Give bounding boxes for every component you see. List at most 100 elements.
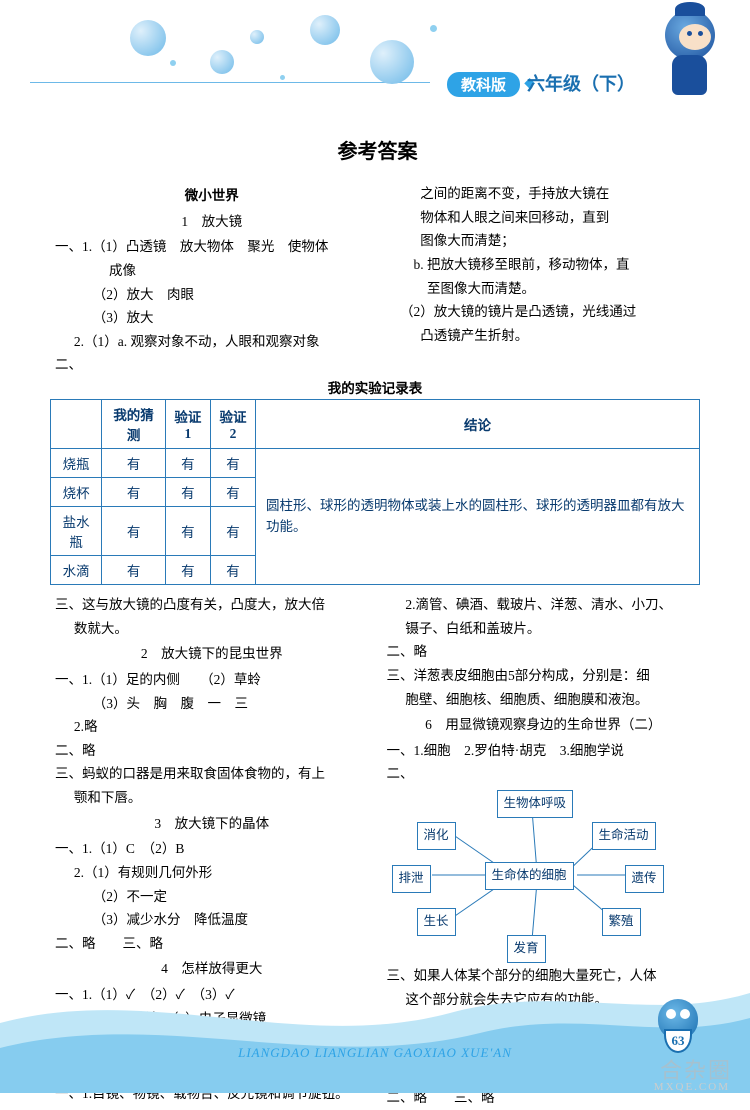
- diagram-node: 生长: [417, 908, 456, 936]
- answer-line: 镊子、白纸和盖玻片。: [387, 617, 701, 641]
- table-header: [51, 400, 102, 449]
- answer-line: 一、1.（1）✓ （2）✓ （3）✓: [55, 983, 369, 1007]
- lower-main: 三、这与放大镜的凸度有关，凸度大，放大倍 数就大。 2 放大镜下的昆虫世界 一、…: [0, 591, 750, 1110]
- bubble-icon: [370, 40, 414, 84]
- topic-heading: 1 放大镜: [55, 210, 369, 234]
- table-header: 验证1: [165, 400, 210, 449]
- dot-icon: [430, 25, 437, 32]
- table-header: 结论: [256, 400, 700, 449]
- table-header: 我的猜测: [102, 400, 166, 449]
- bubble-icon: [310, 15, 340, 45]
- experiment-table: 我的猜测 验证1 验证2 结论 烧瓶 有 有 有 圆柱形、球形的透明物体或装上水…: [50, 399, 700, 585]
- table-cell: 有: [210, 449, 255, 478]
- diagram-node: 发育: [507, 935, 546, 963]
- answer-line: 2.（1）a. 观察对象不动，人眼和观察对象: [55, 330, 369, 354]
- answer-line: （3）头 胸 腹 一 三: [55, 692, 369, 716]
- table-caption: 我的实验记录表: [50, 377, 700, 397]
- topic-heading: 7 用显微镜观察身边的生命世界（三）: [387, 1013, 701, 1037]
- table-cell: 有: [165, 449, 210, 478]
- diagram-node: 排泄: [392, 865, 431, 893]
- table-cell: 有: [210, 556, 255, 585]
- right-column-lower: 2.滴管、碘酒、载玻片、洋葱、清水、小刀、 镊子、白纸和盖玻片。 二、略 三、洋…: [387, 593, 701, 1110]
- diagram-node: 繁殖: [602, 908, 641, 936]
- answer-line: 一、1.（1）足的内侧 （2）草蛉: [55, 668, 369, 692]
- answer-line: （3）减少水分 降低温度: [55, 908, 369, 932]
- answer-line: 一、1.细胞 2.罗伯特·胡克 3.细胞学说: [387, 739, 701, 763]
- answer-line: （3）放大: [55, 306, 369, 330]
- volume-text: （下）: [581, 74, 635, 94]
- answer-line: 成像: [55, 259, 369, 283]
- table-cell: 水滴: [51, 556, 102, 585]
- answer-line: 二、略 三、略: [55, 932, 369, 956]
- answer-line: 2.略: [55, 715, 369, 739]
- table-cell: 有: [165, 556, 210, 585]
- edition-badge: 教科版: [447, 72, 520, 97]
- table-cell: 有: [210, 507, 255, 556]
- answer-line: 胞壁、细胞核、细胞质、细胞膜和液泡。: [387, 688, 701, 712]
- grade-label: 六年级（下）: [527, 70, 635, 96]
- table-cell: 烧杯: [51, 478, 102, 507]
- dot-icon: [170, 60, 176, 66]
- answer-line: 2.（1）显微镜 （2）电子显微镜: [55, 1007, 369, 1031]
- answer-line: 凸透镜产生折射。: [387, 324, 701, 348]
- section-marker: 二、: [55, 353, 369, 377]
- diagram-node: 消化: [417, 822, 456, 850]
- answer-line: 数就大。: [55, 617, 369, 641]
- main-content: 参考答案 微小世界 1 放大镜 一、1.（1）凸透镜 放大物体 聚光 使物体 成…: [0, 135, 750, 377]
- left-column-upper: 微小世界 1 放大镜 一、1.（1）凸透镜 放大物体 聚光 使物体 成像 （2）…: [55, 182, 369, 377]
- topic-heading: 2 放大镜下的昆虫世界: [55, 642, 369, 666]
- diagram-node: 生物体呼吸: [497, 790, 574, 818]
- topic-heading: 3 放大镜下的晶体: [55, 812, 369, 836]
- table-cell: 盐水瓶: [51, 507, 102, 556]
- table-cell: 有: [102, 507, 166, 556]
- diagram-node: 生命活动: [592, 822, 656, 850]
- table-cell: 有: [165, 507, 210, 556]
- answer-line: 物体和人眼之间来回移动，直到: [387, 206, 701, 230]
- answer-line: 三、这与放大镜的凸度有关，凸度大，放大倍: [82, 593, 369, 617]
- answer-line: b. 把放大镜移至眼前，移动物体，直: [387, 253, 701, 277]
- page-title: 参考答案: [55, 135, 700, 164]
- answer-line: 二、略: [387, 640, 701, 664]
- cell-concept-diagram: 生命体的细胞 生物体呼吸 消化 生命活动 排泄 遗传 生长 繁殖 发育: [387, 790, 701, 960]
- answer-line: 2.（1）有规则几何外形: [55, 861, 369, 885]
- answer-line: 之间的距离不变，手持放大镜在: [387, 182, 701, 206]
- answer-line: （2）不一定: [55, 885, 369, 909]
- answer-line: 至图像大而清楚。: [387, 277, 701, 301]
- upper-columns: 微小世界 1 放大镜 一、1.（1）凸透镜 放大物体 聚光 使物体 成像 （2）…: [55, 182, 700, 377]
- table-header-row: 我的猜测 验证1 验证2 结论: [51, 400, 700, 449]
- table-cell: 有: [102, 478, 166, 507]
- section-marker: 二、: [387, 762, 701, 786]
- table-cell: 有: [102, 449, 166, 478]
- topic-heading: 4 怎样放得更大: [55, 957, 369, 981]
- unit-heading: 微小世界: [55, 184, 369, 208]
- table-cell: 有: [210, 478, 255, 507]
- left-column-lower: 三、这与放大镜的凸度有关，凸度大，放大倍 数就大。 2 放大镜下的昆虫世界 一、…: [55, 593, 369, 1110]
- answer-line: 2.滴管、碘酒、载玻片、洋葱、清水、小刀、: [414, 593, 701, 617]
- mascot-icon: [660, 10, 720, 100]
- experiment-table-wrap: 我的实验记录表 我的猜测 验证1 验证2 结论 烧瓶 有 有 有 圆柱形、球形的…: [50, 377, 700, 585]
- answer-line: 一、1.目镜、物镜、载物台、反光镜和调节旋钮。: [55, 1082, 369, 1106]
- answer-line: 三、如果人体某个部分的细胞大量死亡，人体: [414, 964, 701, 988]
- answer-line: 三、蚂蚁的口器是用来取食固体食物的，有上: [82, 762, 369, 786]
- answer-line: 一、1.（1）凸透镜 放大物体 聚光 使物体: [82, 235, 369, 259]
- diagram-node: 遗传: [625, 865, 664, 893]
- table-cell: 烧瓶: [51, 449, 102, 478]
- answer-line: 二、略: [55, 739, 369, 763]
- bubble-icon: [210, 50, 234, 74]
- bubble-icon: [250, 30, 264, 44]
- answer-line: （2）放大镜的镜片是凸透镜，光线通过: [387, 300, 701, 324]
- page-header: ◆ 教科版 六年级（下）: [0, 0, 750, 120]
- header-divider-line: [30, 82, 430, 83]
- grade-text: 六年级: [527, 74, 581, 94]
- answer-line: 这个部分就会失去它应有的功能。: [387, 988, 701, 1012]
- table-cell: 有: [165, 478, 210, 507]
- answer-line: （2）放大 肉眼: [55, 283, 369, 307]
- footer-pinyin: LIANGDAO LIANGLIAN GAOXIAO XUE'AN: [0, 1045, 750, 1061]
- diagram-center-node: 生命体的细胞: [485, 862, 574, 890]
- table-cell: 有: [102, 556, 166, 585]
- table-row: 烧瓶 有 有 有 圆柱形、球形的透明物体或装上水的圆柱形、球形的透明器皿都有放大…: [51, 449, 700, 478]
- answer-line: 三、洋葱表皮细胞由5部分构成，分别是：细: [414, 664, 701, 688]
- page-number-badge: 63: [656, 999, 700, 1049]
- dot-icon: [280, 75, 285, 80]
- topic-heading: 6 用显微镜观察身边的生命世界（二）: [387, 713, 701, 737]
